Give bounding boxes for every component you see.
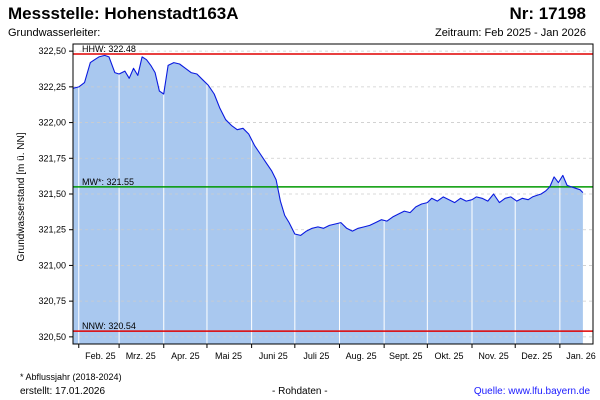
series-area	[73, 55, 583, 345]
source-link[interactable]: Quelle: www.lfu.bayern.de	[473, 386, 590, 397]
reference-line-label: NNW: 320.54	[82, 321, 136, 331]
station-title: Messstelle: Hohenstadt163A	[8, 4, 239, 23]
series-line-layer	[72, 54, 584, 236]
aquifer-label: Grundwasserleiter:	[8, 27, 101, 39]
y-tick-label: 320,50	[38, 332, 66, 342]
x-tick-label: Okt. 25	[434, 351, 463, 361]
y-tick-label: 321,25	[38, 225, 66, 235]
y-tick-label: 322,00	[38, 118, 66, 128]
created-date: erstellt: 17.01.2026	[20, 386, 106, 397]
area-layer	[73, 55, 583, 345]
x-tick-label: Nov. 25	[478, 351, 508, 361]
footnote: * Abflussjahr (2018-2024)	[20, 372, 122, 382]
y-axis-label: Grundwasserstand [m ü. NN]	[16, 132, 27, 261]
reference-lines: HHW: 322.48 MW*: 321.55 NNW: 320.54	[73, 44, 593, 332]
x-tick-label: Mai 25	[215, 351, 242, 361]
x-tick-label: Jan. 26	[566, 351, 596, 361]
y-tick-label: 320,75	[38, 296, 66, 306]
series-line	[72, 54, 584, 236]
x-tick-label: Aug. 25	[346, 351, 377, 361]
x-tick-label: Feb. 25	[85, 351, 116, 361]
y-tick-label: 321,75	[38, 153, 66, 163]
reference-line-label: MW*: 321.55	[82, 177, 134, 187]
x-tick-label: Juni 25	[259, 351, 288, 361]
x-axis-ticks: Feb. 25 Mrz. 25 Apr. 25 Mai 25 Juni 25 Juli 2…	[78, 344, 596, 361]
y-axis-ticks: 320,50 320,75 321,00 321,25 321,50 321,75 322,…	[38, 46, 73, 342]
grid-layer	[73, 44, 593, 344]
rawdata-label: - Rohdaten -	[272, 386, 328, 397]
x-tick-label: Dez. 25	[521, 351, 552, 361]
period-label: Zeitraum: Feb 2025 - Jan 2026	[434, 27, 586, 39]
y-tick-label: 321,00	[38, 260, 66, 270]
y-tick-label: 322,50	[38, 46, 66, 56]
x-tick-label: Sept. 25	[389, 351, 423, 361]
reference-line-label: HHW: 322.48	[82, 44, 136, 54]
y-tick-label: 322,25	[38, 82, 66, 92]
x-tick-label: Juli 25	[303, 351, 329, 361]
x-tick-label: Apr. 25	[171, 351, 200, 361]
station-number: Nr: 17198	[509, 4, 586, 23]
x-tick-label: Mrz. 25	[126, 351, 156, 361]
y-tick-label: 321,50	[38, 189, 66, 199]
